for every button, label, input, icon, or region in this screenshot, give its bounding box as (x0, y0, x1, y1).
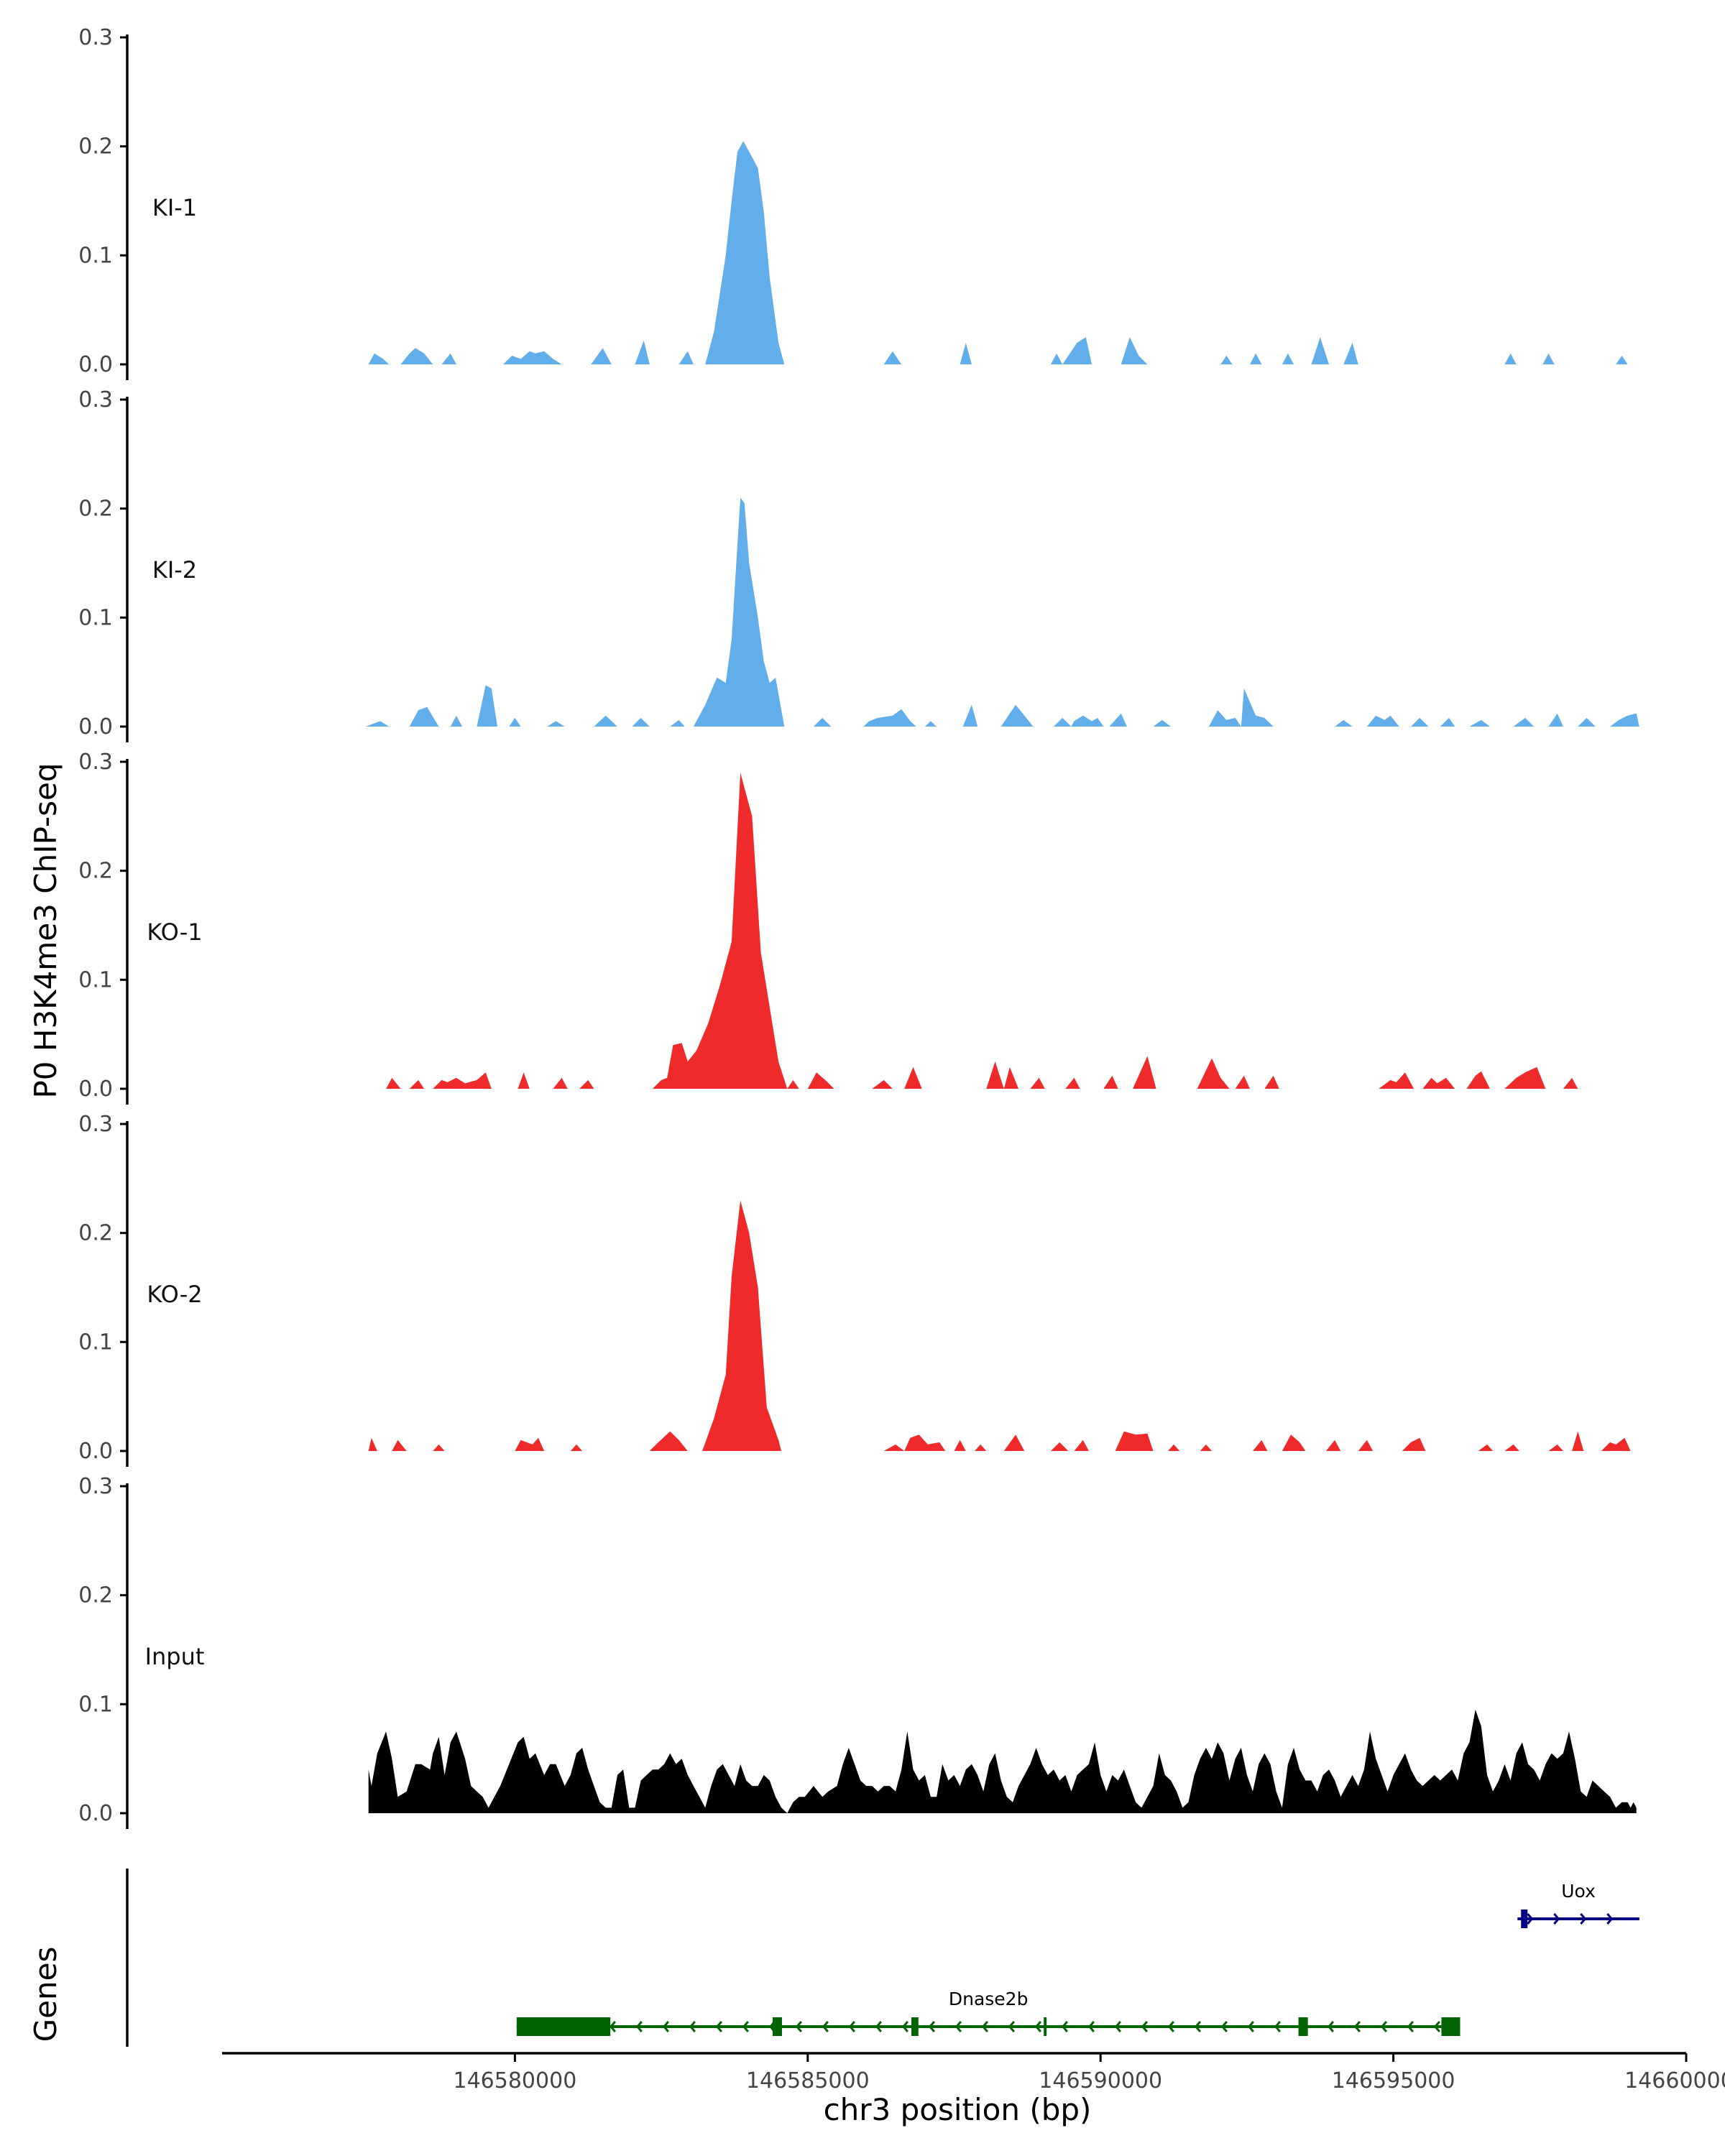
track-ki-1-signal-area (368, 141, 1628, 364)
gene-dnase2b-strand-arrow (981, 2021, 988, 2032)
gene-dnase2b-strand-arrow (875, 2021, 882, 2032)
gene-uox-strand-arrow (1606, 1913, 1614, 1925)
track-input-y-tick-label: 0.2 (78, 1583, 113, 1608)
gene-dnase2b-strand-arrow (1327, 2021, 1334, 2032)
x-tick-label: 146580000 (454, 2068, 577, 2093)
gene-dnase2b-strand-arrow (1141, 2021, 1148, 2032)
track-ki-2-y-tick-label: 0.1 (78, 605, 113, 630)
gene-dnase2b-strand-arrow (822, 2021, 829, 2032)
gene-uox-strand-arrow (1553, 1913, 1560, 1925)
track-ko-1-label: KO-1 (147, 918, 202, 946)
genes-track-title: Genes (28, 1947, 63, 2042)
track-ko-1-y-tick-label: 0.0 (78, 1077, 113, 1102)
track-ko-1-y-tick-label: 0.1 (78, 967, 113, 992)
gene-dnase2b-strand-arrow (848, 2021, 855, 2032)
track-ko-2-y-tick-label: 0.1 (78, 1330, 113, 1355)
track-ko-2-y-tick-label: 0.0 (78, 1439, 113, 1464)
x-tick-label: 146595000 (1332, 2068, 1455, 2093)
gene-dnase2b-exon (911, 2017, 919, 2036)
track-ki-1-label: KI-1 (152, 194, 197, 221)
track-ko-2: 0.0 0.1 0.2 0.3 KO-2 (78, 1112, 1631, 1467)
gene-dnase2b-exon (1441, 2017, 1460, 2036)
track-input-signal-area (368, 1709, 1637, 1813)
gene-dnase2b-strand-arrow (795, 2021, 802, 2032)
gene-dnase2b-strand-arrow (715, 2021, 722, 2032)
gene-dnase2b-strand-arrow (609, 2021, 616, 2032)
gene-dnase2b-strand-arrow (1433, 2021, 1440, 2032)
gene-dnase2b-strand-arrow (1220, 2021, 1228, 2032)
track-ki-1: 0.0 0.1 0.2 0.3 KI-1 (78, 25, 1628, 380)
gene-dnase2b-strand-arrow (1247, 2021, 1254, 2032)
gene-dnase2b-strand-arrow (1114, 2021, 1121, 2032)
x-tick-label: 146585000 (746, 2068, 870, 2093)
x-tick-label: 146600000 (1624, 2068, 1725, 2093)
gene-dnase2b-strand-arrow (1087, 2021, 1095, 2032)
gene-uox-exon (1521, 1909, 1528, 1928)
gene-uox-label: Uox (1561, 1881, 1596, 1902)
track-ko-1-signal-area (386, 773, 1578, 1089)
x-axis: 146580000 146585000 146590000 146595000 1466… (222, 2052, 1725, 2093)
track-ko-2-signal-area (368, 1200, 1631, 1451)
gene-uox: Uox (1517, 1881, 1639, 1928)
gene-dnase2b-exon (516, 2017, 611, 2036)
y-axis-title: P0 H3K4me3 ChIP-seq (28, 763, 63, 1098)
track-ki-2-signal-area (365, 497, 1639, 727)
gene-dnase2b-strand-arrow (662, 2021, 669, 2032)
gene-dnase2b-exon (1044, 2017, 1047, 2036)
track-ki-1-y-tick-label: 0.2 (78, 134, 113, 160)
gene-dnase2b-strand-arrow (1380, 2021, 1387, 2032)
track-input-label: Input (145, 1643, 205, 1670)
gene-dnase2b-strand-arrow (901, 2021, 908, 2032)
gene-dnase2b-strand-arrow (635, 2021, 643, 2032)
gene-dnase2b-strand-arrow (1407, 2021, 1414, 2032)
track-ki-2-y-tick-label: 0.0 (78, 714, 113, 740)
gene-dnase2b-strand-arrow (954, 2021, 962, 2032)
chip-seq-tracks: 0.00.10.20.3KI-10.00.10.20.3KI-20.00.10.… (78, 25, 1639, 1829)
track-ki-1-y-tick-label: 0.0 (78, 352, 113, 377)
gene-dnase2b-strand-arrow (742, 2021, 749, 2032)
track-ko-2-y-tick-label: 0.2 (78, 1221, 113, 1246)
track-ki-1-y-tick-label: 0.1 (78, 243, 113, 268)
x-axis-title: chr3 position (bp) (824, 2092, 1092, 2127)
track-ki-2-y-tick-label: 0.2 (78, 497, 113, 522)
gene-dnase2b-strand-arrow (1274, 2021, 1281, 2032)
track-ki-2: 0.0 0.1 0.2 0.3 KI-2 (78, 387, 1639, 742)
gene-dnase2b-strand-arrow (1167, 2021, 1174, 2032)
track-input-y-tick-label: 0.1 (78, 1692, 113, 1717)
gene-dnase2b-strand-arrow (928, 2021, 935, 2032)
track-ko-2-label: KO-2 (147, 1281, 202, 1308)
gene-dnase2b-exon (1298, 2017, 1308, 2036)
gene-uox-strand-arrow (1580, 1913, 1587, 1925)
gene-dnase2b-strand-arrow (1353, 2021, 1361, 2032)
track-ki-2-label: KI-2 (152, 556, 197, 584)
gene-dnase2b-strand-arrow (1194, 2021, 1201, 2032)
track-ko-1-y-tick-label: 0.2 (78, 859, 113, 884)
track-input-y-tick-label: 0.3 (78, 1474, 113, 1499)
track-ki-1-y-tick-label: 0.3 (78, 25, 113, 50)
x-tick-label: 146590000 (1039, 2068, 1162, 2093)
track-ko-1-y-tick-label: 0.3 (78, 750, 113, 775)
gene-dnase2b-label: Dnase2b (949, 1989, 1029, 2009)
track-ko-2-y-tick-label: 0.3 (78, 1112, 113, 1137)
genes-track: Uox Dnase2b (126, 1869, 1639, 2047)
gene-dnase2b-strand-arrow (689, 2021, 696, 2032)
track-ki-2-y-tick-label: 0.3 (78, 387, 113, 413)
gene-dnase2b: Dnase2b (516, 1989, 1460, 2036)
track-input-y-tick-label: 0.0 (78, 1801, 113, 1826)
gene-dnase2b-exon (772, 2017, 782, 2036)
gene-dnase2b-strand-arrow (1034, 2021, 1041, 2032)
gene-dnase2b-strand-arrow (1008, 2021, 1015, 2032)
gene-dnase2b-strand-arrow (1061, 2021, 1068, 2032)
gene-uox-strand-arrow (1527, 1913, 1534, 1925)
track-ko-1: 0.0 0.1 0.2 0.3 KO-1 (78, 750, 1578, 1105)
track-input: 0.0 0.1 0.2 0.3 Input (78, 1474, 1637, 1829)
